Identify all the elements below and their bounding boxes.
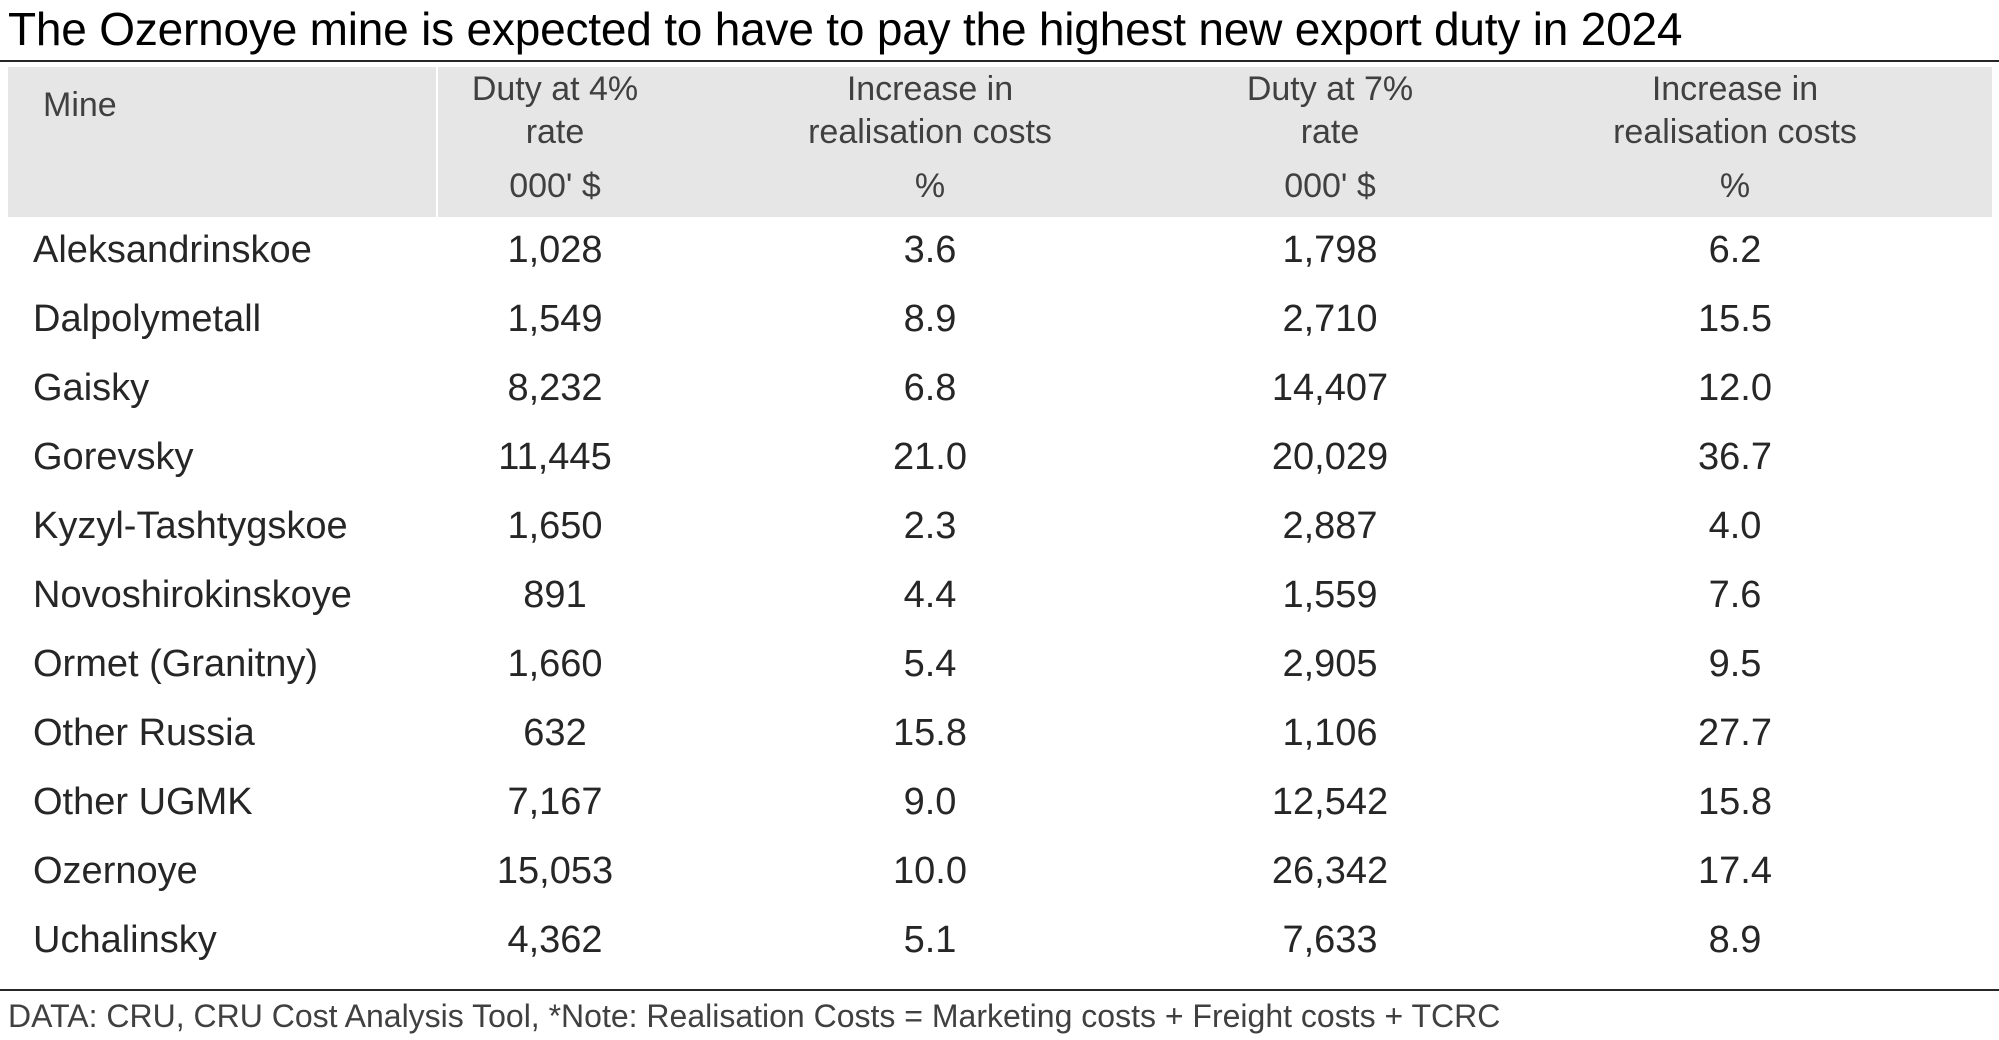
cell-mine-name: Aleksandrinskoe <box>33 229 312 271</box>
cell-increase-4: 15.8 <box>893 712 967 754</box>
table-row: Aleksandrinskoe 1,028 3.6 1,798 6.2 <box>0 216 1999 285</box>
cell-mine-name: Ormet (Granitny) <box>33 643 319 685</box>
cell-mine-name: Gaisky <box>33 367 150 409</box>
cell-increase-4: 8.9 <box>903 298 957 340</box>
header-increase-7-line-2: realisation costs <box>1613 113 1857 151</box>
cell-duty-7: 1,106 <box>1282 712 1378 754</box>
header-duty-4-line-2: rate <box>525 113 585 151</box>
table-row: Gaisky 8,232 6.8 14,407 12.0 <box>0 354 1999 423</box>
header-increase-4-unit: % <box>914 167 946 205</box>
table-row: Ozernoye 15,053 10.0 26,342 17.4 <box>0 837 1999 906</box>
cell-duty-4: 632 <box>523 712 587 754</box>
cell-duty-4: 4,362 <box>507 919 603 961</box>
cell-increase-7: 17.4 <box>1698 850 1772 892</box>
cell-increase-7: 15.5 <box>1698 298 1772 340</box>
cell-duty-7: 26,342 <box>1271 850 1389 892</box>
page-title: The Ozernoye mine is expected to have to… <box>8 3 1683 55</box>
cell-duty-7: 7,633 <box>1282 919 1378 961</box>
cell-increase-4: 21.0 <box>893 436 967 478</box>
cell-duty-7: 1,559 <box>1282 574 1378 616</box>
cell-duty-7: 20,029 <box>1271 436 1389 478</box>
cell-duty-4: 1,028 <box>507 229 603 271</box>
cell-mine-name: Other UGMK <box>33 781 253 823</box>
cell-duty-4: 7,167 <box>507 781 603 823</box>
table-header <box>8 67 1992 217</box>
top-rule <box>0 60 1999 62</box>
table-row: Kyzyl-Tashtygskoe 1,650 2.3 2,887 4.0 <box>0 492 1999 561</box>
cell-mine-name: Ozernoye <box>33 850 198 892</box>
cell-duty-4: 1,650 <box>507 505 603 547</box>
cell-increase-4: 4.4 <box>903 574 957 616</box>
table-row: Ormet (Granitny) 1,660 5.4 2,905 9.5 <box>0 630 1999 699</box>
cell-increase-7: 36.7 <box>1698 436 1772 478</box>
header-duty-7-line-1: Duty at 7% <box>1246 70 1414 108</box>
cell-mine-name: Other Russia <box>33 712 255 754</box>
table-row: Other Russia 632 15.8 1,106 27.7 <box>0 699 1999 768</box>
cell-increase-7: 4.0 <box>1708 505 1762 547</box>
header-increase-4-line-1: Increase in <box>846 70 1014 108</box>
cell-duty-4: 15,053 <box>496 850 614 892</box>
cell-duty-4: 1,660 <box>507 643 603 685</box>
cell-duty-7: 2,887 <box>1282 505 1378 547</box>
cell-duty-4: 11,445 <box>498 436 612 478</box>
cell-increase-7: 15.8 <box>1698 781 1772 823</box>
table-row: Dalpolymetall 1,549 8.9 2,710 15.5 <box>0 285 1999 354</box>
header-duty-7-line-2: rate <box>1300 113 1360 151</box>
header-duty-4-unit: 000' $ <box>509 167 601 205</box>
table-row: Other UGMK 7,167 9.0 12,542 15.8 <box>0 768 1999 837</box>
header-increase-4: Increase in realisation costs % <box>770 68 1090 208</box>
cell-increase-4: 3.6 <box>903 229 957 271</box>
bottom-rule <box>0 989 1999 991</box>
cell-mine-name: Kyzyl-Tashtygskoe <box>33 505 348 547</box>
header-duty-7: Duty at 7% rate 000' $ <box>1230 68 1430 208</box>
header-duty-4: Duty at 4% rate 000' $ <box>455 68 655 208</box>
header-increase-4-line-2: realisation costs <box>808 113 1052 151</box>
cell-increase-7: 27.7 <box>1698 712 1772 754</box>
cell-increase-4: 5.4 <box>903 643 957 685</box>
cell-duty-4: 891 <box>523 574 587 616</box>
cell-duty-7: 1,798 <box>1282 229 1378 271</box>
header-divider <box>436 67 438 217</box>
header-duty-7-unit: 000' $ <box>1284 167 1376 205</box>
cell-increase-7: 8.9 <box>1708 919 1762 961</box>
table-row: Uchalinsky 4,362 5.1 7,633 8.9 <box>0 906 1999 975</box>
cell-duty-4: 8,232 <box>507 367 603 409</box>
cell-duty-7: 14,407 <box>1271 367 1389 409</box>
table-row: Gorevsky 11,445 21.0 20,029 36.7 <box>0 423 1999 492</box>
cell-mine-name: Novoshirokinskoye <box>33 574 352 616</box>
cell-duty-7: 12,542 <box>1271 781 1389 823</box>
header-mine: Mine <box>43 86 117 124</box>
cell-mine-name: Gorevsky <box>33 436 194 478</box>
cell-mine-name: Dalpolymetall <box>33 298 262 340</box>
cell-increase-4: 5.1 <box>903 919 957 961</box>
header-increase-7-line-1: Increase in <box>1651 70 1819 108</box>
cell-mine-name: Uchalinsky <box>33 919 217 961</box>
cell-increase-7: 7.6 <box>1708 574 1762 616</box>
cell-duty-7: 2,710 <box>1282 298 1378 340</box>
cell-increase-7: 9.5 <box>1708 643 1762 685</box>
cell-increase-4: 6.8 <box>903 367 957 409</box>
cell-duty-7: 2,905 <box>1282 643 1378 685</box>
cell-increase-4: 2.3 <box>903 505 957 547</box>
header-increase-7-unit: % <box>1719 167 1751 205</box>
cell-increase-7: 6.2 <box>1708 229 1762 271</box>
header-increase-7: Increase in realisation costs % <box>1575 68 1895 208</box>
cell-duty-4: 1,549 <box>507 298 603 340</box>
table-row: Novoshirokinskoye 891 4.4 1,559 7.6 <box>0 561 1999 630</box>
cell-increase-4: 9.0 <box>903 781 957 823</box>
cell-increase-7: 12.0 <box>1698 367 1772 409</box>
source-note: DATA: CRU, CRU Cost Analysis Tool, *Note… <box>8 998 1501 1034</box>
cell-increase-4: 10.0 <box>893 850 967 892</box>
header-duty-4-line-1: Duty at 4% <box>471 70 639 108</box>
